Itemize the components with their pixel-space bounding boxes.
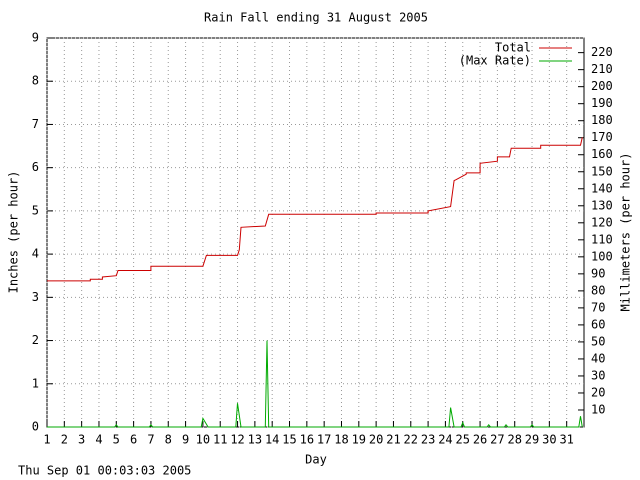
x-tick-label: 1 [43, 433, 50, 447]
footer: Thu Sep 01 00:03:03 2005 [18, 464, 191, 478]
x-tick-label: 26 [473, 433, 487, 447]
x-tick-label: 15 [282, 433, 296, 447]
y2-tick-label: 150 [591, 164, 613, 178]
y2-tick-label: 210 [591, 62, 613, 76]
y2-tick-label: 180 [591, 113, 613, 127]
x-tick-label: 31 [559, 433, 573, 447]
y2-tick-label: 10 [591, 402, 605, 416]
y-tick-label: 2 [32, 333, 39, 347]
x-tick-label: 25 [456, 433, 470, 447]
x-tick-label: 14 [265, 433, 279, 447]
y2-tick-label: 140 [591, 181, 613, 195]
y-tick-label: 9 [32, 31, 39, 45]
y2-tick-label: 200 [591, 79, 613, 93]
y2-tick-label: 50 [591, 334, 605, 348]
y2-tick-label: 70 [591, 300, 605, 314]
x-tick-label: 18 [334, 433, 348, 447]
y2-tick-label: 220 [591, 45, 613, 59]
y-tick-label: 7 [32, 117, 39, 131]
y2-tick-label: 160 [591, 147, 613, 161]
y2-tick-label: 110 [591, 232, 613, 246]
x-tick-label: 30 [542, 433, 556, 447]
series-line [47, 340, 583, 428]
x-tick-label: 16 [300, 433, 314, 447]
y-axis-label: Inches (per hour) [7, 171, 21, 294]
y2-tick-label: 130 [591, 198, 613, 212]
plot-frame [46, 37, 585, 428]
x-tick-label: 5 [113, 433, 120, 447]
y-tick-label: 8 [32, 74, 39, 88]
y2-tick-label: 100 [591, 249, 613, 263]
x-tick-label: 24 [438, 433, 452, 447]
y2-tick-label: 60 [591, 317, 605, 331]
x-tick-label: 20 [369, 433, 383, 447]
x-tick-label: 27 [490, 433, 504, 447]
legend-label: Total [495, 41, 531, 55]
y-tick-label: 3 [32, 290, 39, 304]
legend-label: (Max Rate) [459, 54, 531, 68]
x-tick-label: 17 [317, 433, 331, 447]
y2-tick-label: 190 [591, 96, 613, 110]
x-tick-label: 19 [352, 433, 366, 447]
y-tick-label: 0 [32, 420, 39, 434]
x-tick-label: 22 [404, 433, 418, 447]
x-tick-label: 4 [95, 433, 102, 447]
y2-tick-label: 30 [591, 368, 605, 382]
x-tick-label: 7 [147, 433, 154, 447]
x-tick-label: 8 [165, 433, 172, 447]
y-tick-label: 5 [32, 203, 39, 217]
y2-tick-label: 170 [591, 130, 613, 144]
x-tick-label: 13 [248, 433, 262, 447]
x-tick-label: 6 [130, 433, 137, 447]
y-tick-label: 4 [32, 247, 39, 261]
x-axis-label: Day [305, 453, 327, 467]
y2-tick-label: 40 [591, 351, 605, 365]
x-tick-label: 11 [213, 433, 227, 447]
x-tick-label: 21 [386, 433, 400, 447]
y2-tick-label: 90 [591, 266, 605, 280]
series-line [47, 137, 583, 282]
x-tick-label: 9 [182, 433, 189, 447]
y2-tick-label: 20 [591, 385, 605, 399]
y2-axis-label: Millimeters (per hour) [619, 153, 633, 312]
y-tick-label: 1 [32, 376, 39, 390]
x-tick-label: 12 [230, 433, 244, 447]
y2-tick-label: 120 [591, 215, 613, 229]
y-tick-label: 6 [32, 160, 39, 174]
x-tick-label: 3 [78, 433, 85, 447]
x-tick-label: 23 [421, 433, 435, 447]
x-tick-label: 10 [196, 433, 210, 447]
x-tick-label: 29 [525, 433, 539, 447]
y2-tick-label: 80 [591, 283, 605, 297]
chart-title: Rain Fall ending 31 August 2005 [204, 11, 428, 25]
x-tick-label: 2 [61, 433, 68, 447]
x-tick-label: 28 [507, 433, 521, 447]
